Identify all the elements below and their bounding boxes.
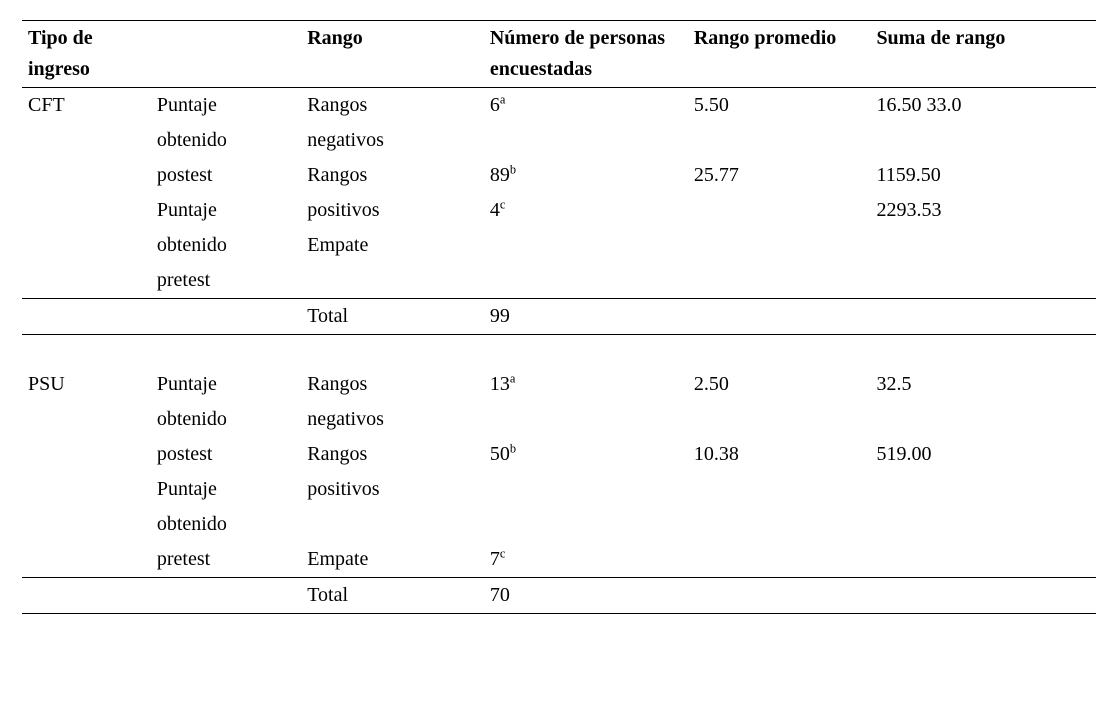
- cell-label: Rangos: [301, 158, 484, 193]
- cell-label: obtenido: [151, 402, 301, 437]
- cell-total-n: 70: [484, 578, 688, 614]
- cell-label: Rangos: [301, 88, 484, 124]
- cell-label: Puntaje: [151, 472, 301, 507]
- cell-mean-rank: 2.50: [688, 367, 871, 402]
- cell-label: Rangos: [301, 367, 484, 402]
- cell-label: Puntaje: [151, 193, 301, 228]
- cell-label: postest: [151, 158, 301, 193]
- cell-label: negativos: [301, 123, 484, 158]
- cell-label: Empate: [301, 228, 484, 263]
- col-tipo-ingreso: Tipo de ingreso: [22, 21, 151, 88]
- cell-n: 6a: [484, 88, 688, 124]
- cell-sum-rank: 519.00: [870, 437, 1096, 472]
- cell-label: postest: [151, 437, 301, 472]
- cell-label: obtenido: [151, 123, 301, 158]
- cell-total-n: 99: [484, 299, 688, 335]
- cell-label: obtenido: [151, 507, 301, 542]
- cell-n: 89b: [484, 158, 688, 193]
- cell-mean-rank: 5.50: [688, 88, 871, 124]
- cell-sum-rank: 1159.50: [870, 158, 1096, 193]
- col-blank: [151, 21, 301, 88]
- cell-total-label: Total: [301, 578, 484, 614]
- cell-label: obtenido: [151, 228, 301, 263]
- cell-mean-rank: 10.38: [688, 437, 871, 472]
- cell-label: Puntaje: [151, 367, 301, 402]
- group-psu: PSU: [22, 367, 151, 402]
- col-rango: Rango: [301, 21, 484, 88]
- col-suma-rango: Suma de rango: [870, 21, 1096, 88]
- cell-sum-rank: 16.50 33.0: [870, 88, 1096, 124]
- group-cft: CFT: [22, 88, 151, 124]
- cell-total-label: Total: [301, 299, 484, 335]
- cell-sum-rank: 32.5: [870, 367, 1096, 402]
- cell-n: 50b: [484, 437, 688, 472]
- cell-label: positivos: [301, 472, 484, 507]
- cell-label: Puntaje: [151, 88, 301, 124]
- cell-label: Rangos: [301, 437, 484, 472]
- cell-n: 7c: [484, 542, 688, 578]
- col-numero: Número de personas encuestadas: [484, 21, 688, 88]
- cell-mean-rank: 25.77: [688, 158, 871, 193]
- cell-label: pretest: [151, 542, 301, 578]
- ranks-table: Tipo de ingreso Rango Número de personas…: [22, 20, 1096, 614]
- cell-sum-rank: 2293.53: [870, 193, 1096, 228]
- cell-label: Empate: [301, 542, 484, 578]
- cell-label: positivos: [301, 193, 484, 228]
- cell-label: pretest: [151, 263, 301, 299]
- cell-n: 4c: [484, 193, 688, 228]
- col-rango-promedio: Rango promedio: [688, 21, 871, 88]
- cell-n: 13a: [484, 367, 688, 402]
- cell-label: negativos: [301, 402, 484, 437]
